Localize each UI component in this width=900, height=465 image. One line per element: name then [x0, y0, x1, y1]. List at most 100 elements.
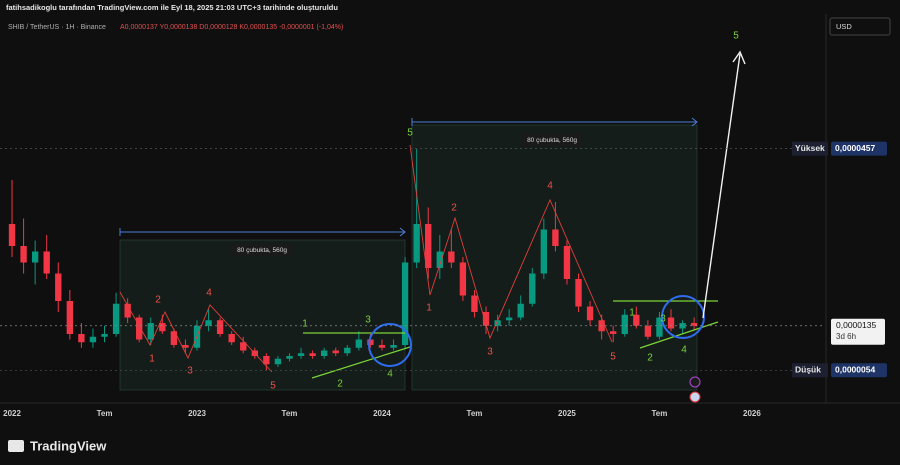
wave-label: 3	[660, 314, 666, 325]
candle-body	[286, 356, 293, 359]
candle-body	[78, 334, 85, 343]
range-label-box	[522, 134, 582, 146]
wave-label: 5	[270, 381, 276, 392]
x-tick-label: Tem	[282, 409, 298, 418]
wave-label: 4	[547, 181, 553, 192]
candle-body	[436, 251, 443, 268]
x-tick-label: Tem	[652, 409, 668, 418]
candle-body	[378, 345, 386, 348]
x-tick-label: Tem	[467, 409, 483, 418]
price-tag-label: 0,0000135	[836, 320, 876, 330]
candle-body	[43, 251, 50, 274]
range-box	[119, 239, 406, 391]
wave-label: 5	[407, 128, 413, 139]
wave-label: 2	[451, 203, 457, 214]
candle-body	[633, 314, 640, 326]
candle-body	[563, 246, 571, 279]
candles	[8, 148, 698, 371]
candle-body	[263, 356, 270, 365]
candle-body	[355, 339, 363, 348]
currency: USD	[836, 22, 852, 31]
wave-label: 5	[610, 352, 616, 363]
candle-body	[517, 303, 524, 318]
candle-body	[274, 358, 282, 365]
range-label-box	[232, 244, 292, 256]
ohlc: A0,0000137 Y0,0000138 D0,0000128 K0,0000…	[120, 24, 343, 31]
event-icon[interactable]	[689, 376, 701, 388]
marker-name-box	[792, 141, 828, 156]
price-tag	[831, 363, 887, 378]
wave-label: 2	[155, 295, 161, 306]
candle-body	[228, 334, 235, 343]
wave-line	[119, 291, 273, 373]
x-tick-label: 2025	[558, 409, 576, 418]
candle-body	[644, 325, 652, 337]
range-box	[411, 124, 698, 391]
wave-label: 1	[149, 354, 155, 365]
candle-body	[679, 323, 686, 329]
wave-label: 3	[187, 366, 193, 377]
candle-body	[320, 350, 328, 356]
candle-body	[101, 334, 108, 337]
candle-body	[471, 295, 478, 312]
candle-body	[413, 224, 420, 263]
candle-body	[112, 303, 120, 334]
currency-button[interactable]	[829, 17, 891, 36]
trend-line	[639, 321, 719, 349]
countdown: 3d 6h	[836, 332, 856, 341]
candle-body	[89, 336, 97, 343]
x-tick-label: 2022	[3, 409, 21, 418]
candle-body	[170, 331, 178, 345]
candle-body	[216, 320, 224, 334]
candle-body	[20, 246, 27, 263]
candle-body	[448, 251, 455, 263]
candle-body	[240, 342, 247, 351]
candle-body	[529, 273, 536, 304]
candle-body	[575, 279, 582, 307]
candle-body	[367, 339, 374, 345]
candle-body	[505, 317, 513, 321]
candle-body	[309, 353, 316, 356]
x-tick-label: 2026	[743, 409, 761, 418]
candle-body	[494, 320, 501, 326]
price-tag-label: 0,0000457	[835, 143, 875, 153]
candle-body	[401, 262, 409, 345]
candle-body	[55, 273, 62, 301]
event-icon[interactable]	[689, 391, 701, 403]
wave-label: 4	[206, 288, 212, 299]
candle-body	[390, 345, 397, 348]
candle-body	[621, 314, 628, 334]
marker-name: Yüksek	[795, 143, 825, 153]
brand: TradingView	[30, 438, 107, 453]
candle-body	[332, 350, 339, 354]
x-tick-label: 2024	[373, 409, 391, 418]
wave-line	[409, 144, 613, 343]
x-tick-label: Tem	[97, 409, 113, 418]
candle-body	[182, 345, 189, 348]
wave-label: 3	[487, 347, 493, 358]
range-arrows	[119, 117, 698, 237]
marker-name: Düşük	[795, 365, 821, 375]
candle-body	[667, 317, 675, 329]
credit: fatihsadikoglu tarafından TradingView.co…	[6, 3, 338, 12]
highlight-circle	[661, 295, 705, 339]
candle-body	[656, 317, 663, 337]
price-tag-label: 0,0000054	[835, 365, 875, 375]
candle-body	[482, 312, 490, 326]
candle-body	[459, 262, 467, 296]
wave-label: 2	[337, 379, 343, 390]
wave-label: 2	[647, 353, 653, 364]
brand-logo	[8, 440, 24, 452]
wave-label: 4	[387, 369, 393, 380]
symbol: SHIB / TetherUS · 1H · Binance	[8, 24, 106, 31]
candle-body	[124, 303, 131, 318]
x-tick-label: 2023	[188, 409, 206, 418]
candle-body	[425, 224, 432, 268]
candle-body	[297, 353, 305, 356]
candle-body	[66, 301, 74, 334]
trend-line	[311, 346, 411, 379]
candle-body	[159, 323, 166, 332]
wave-label: 3	[365, 315, 371, 326]
candle-body	[344, 347, 351, 354]
